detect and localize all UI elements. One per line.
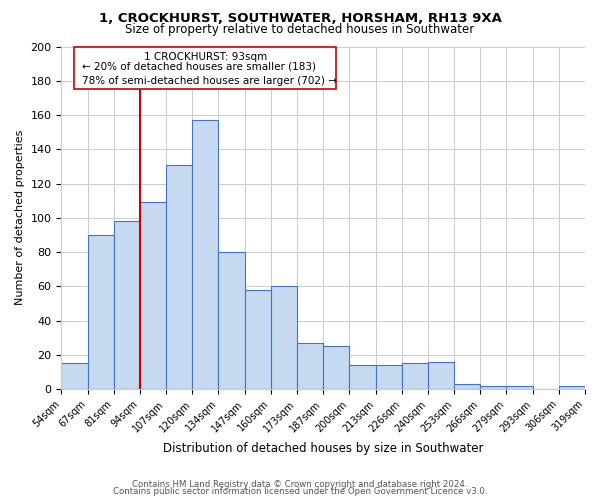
X-axis label: Distribution of detached houses by size in Southwater: Distribution of detached houses by size … bbox=[163, 442, 484, 455]
Bar bbox=[245, 290, 271, 389]
Bar bbox=[297, 343, 323, 389]
Text: 1, CROCKHURST, SOUTHWATER, HORSHAM, RH13 9XA: 1, CROCKHURST, SOUTHWATER, HORSHAM, RH13… bbox=[98, 12, 502, 26]
FancyBboxPatch shape bbox=[74, 46, 336, 90]
Bar bbox=[559, 386, 585, 389]
Bar bbox=[428, 362, 454, 389]
Y-axis label: Number of detached properties: Number of detached properties bbox=[15, 130, 25, 306]
Text: 78% of semi-detached houses are larger (702) →: 78% of semi-detached houses are larger (… bbox=[82, 76, 337, 86]
Bar bbox=[88, 235, 114, 389]
Bar bbox=[349, 365, 376, 389]
Bar bbox=[166, 164, 193, 389]
Text: Contains HM Land Registry data © Crown copyright and database right 2024.: Contains HM Land Registry data © Crown c… bbox=[132, 480, 468, 489]
Text: Size of property relative to detached houses in Southwater: Size of property relative to detached ho… bbox=[125, 22, 475, 36]
Text: Contains public sector information licensed under the Open Government Licence v3: Contains public sector information licen… bbox=[113, 487, 487, 496]
Bar bbox=[271, 286, 297, 389]
Text: ← 20% of detached houses are smaller (183): ← 20% of detached houses are smaller (18… bbox=[82, 62, 316, 72]
Bar bbox=[480, 386, 506, 389]
Bar bbox=[218, 252, 245, 389]
Bar bbox=[61, 364, 88, 389]
Bar bbox=[376, 365, 402, 389]
Bar bbox=[114, 221, 140, 389]
Text: 1 CROCKHURST: 93sqm: 1 CROCKHURST: 93sqm bbox=[144, 52, 267, 62]
Bar bbox=[193, 120, 218, 389]
Bar bbox=[506, 386, 533, 389]
Bar bbox=[140, 202, 166, 389]
Bar bbox=[323, 346, 349, 389]
Bar bbox=[402, 364, 428, 389]
Bar bbox=[454, 384, 480, 389]
